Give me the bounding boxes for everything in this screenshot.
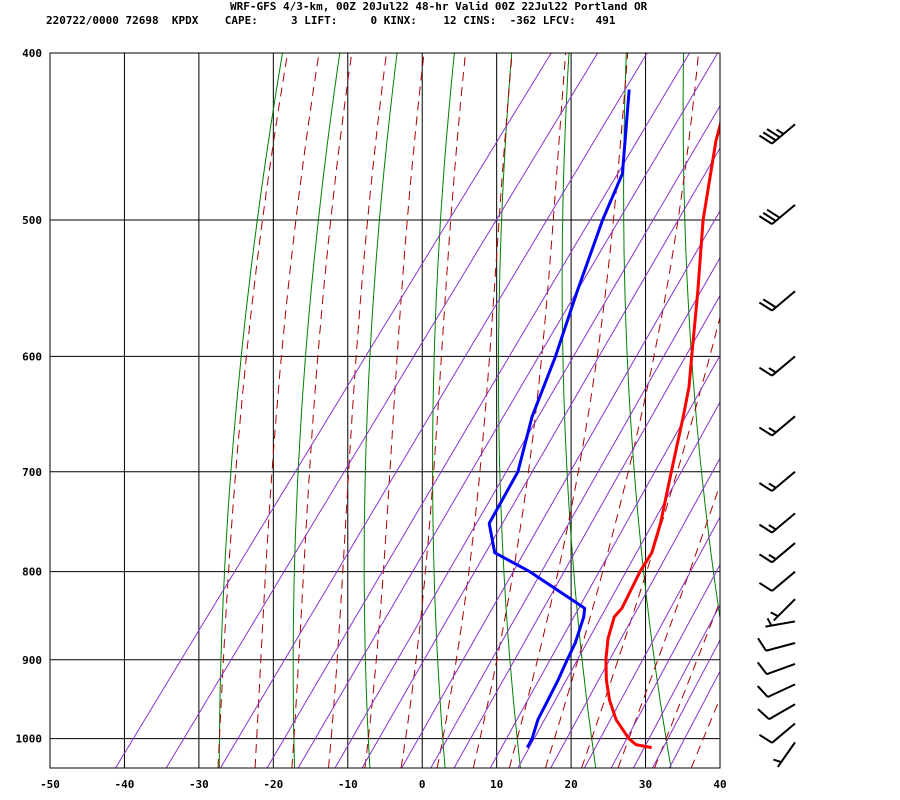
mixing-ratio-line [517, 401, 720, 768]
x-tick-label: 30 [639, 778, 652, 791]
temperature-profile [604, 119, 720, 750]
dry-adiabat [741, 53, 822, 768]
y-tick-label: 400 [22, 47, 42, 60]
mixing-ratio-line [453, 294, 720, 768]
wind-barb [758, 570, 796, 592]
moist-adiabat [217, 53, 289, 768]
dry-adiabat [856, 53, 900, 768]
x-tick-label: -20 [263, 778, 283, 791]
dry-adiabat [623, 53, 672, 768]
plot-frame [49, 52, 721, 769]
wind-barb [757, 637, 796, 652]
wind-barb [756, 661, 796, 676]
x-tick-label: -10 [338, 778, 358, 791]
moist-adiabat [508, 53, 629, 768]
y-tick-label: 800 [22, 566, 42, 579]
wind-barb [758, 542, 796, 564]
dry-adiabat [432, 53, 455, 768]
mixing-ratio-line [401, 209, 720, 768]
dry-adiabat [682, 53, 720, 622]
moist-adiabat [472, 53, 567, 768]
wind-barb [758, 722, 796, 744]
moist-adiabat [728, 53, 900, 768]
wind-barb [758, 415, 796, 437]
x-tick-label: -30 [189, 778, 209, 791]
dry-adiabat [498, 53, 521, 768]
mixing-ratio-line [489, 354, 720, 768]
axis-ticks: -50 -40 -30 -20 -10 0 10 20 30 40 400 500 600 700 800 9… [16, 47, 727, 791]
moist-adiabat [581, 315, 720, 768]
wind-barb [757, 703, 796, 721]
dry-adiabat [292, 53, 341, 768]
y-tick-label: 700 [22, 466, 42, 479]
x-tick-label: 40 [713, 778, 726, 791]
moist-adiabat [400, 53, 466, 768]
wind-barb [770, 598, 796, 622]
y-tick-label: 500 [22, 214, 42, 227]
mixing-ratio-line [220, 53, 648, 768]
wind-barb [756, 683, 796, 698]
mixing-ratio-line [652, 639, 720, 768]
moist-adiabat [436, 53, 513, 768]
wind-barb [758, 290, 796, 312]
dry-adiabat [218, 53, 283, 768]
sounding-indices: 220722/0000 72698 KPDX CAPE: 3 LIFT: 0 K… [46, 14, 616, 27]
mixing-ratio-line [266, 53, 690, 768]
background-lines [50, 53, 900, 768]
mixing-ratio-line [297, 53, 719, 768]
profiles [487, 89, 720, 750]
wind-barb [758, 470, 796, 492]
mixing-ratio-line [334, 104, 720, 768]
chart-title: WRF-GFS 4/3-km, 00Z 20Jul22 48-hr Valid … [230, 0, 648, 13]
wind-barb [758, 512, 796, 534]
mixing-ratio-line [430, 256, 720, 768]
y-tick-label: 1000 [16, 733, 43, 746]
moist-adiabat [364, 53, 425, 768]
wind-barb [758, 355, 796, 377]
wind-barb [773, 741, 796, 768]
moist-adiabat [254, 53, 320, 768]
mixing-ratio-line [610, 563, 720, 768]
y-tick-label: 900 [22, 654, 42, 667]
dewpoint-profile [487, 89, 631, 749]
moist-adiabat [654, 599, 720, 768]
wind-barb [758, 204, 796, 225]
moist-adiabat [328, 53, 387, 768]
moist-adiabat [617, 483, 720, 768]
mixing-ratio-line [165, 53, 599, 768]
wind-barbs [756, 123, 796, 768]
moist-adiabat [291, 53, 353, 768]
x-tick-label: 20 [564, 778, 577, 791]
x-tick-label: -50 [40, 778, 60, 791]
wind-barb [765, 617, 796, 628]
dry-adiabat [798, 53, 897, 768]
moist-adiabat [690, 697, 720, 768]
dry-adiabat [561, 53, 597, 768]
mixing-ratio-line [632, 604, 720, 768]
mixing-ratio-line [361, 147, 720, 768]
x-tick-label: -40 [115, 778, 135, 791]
x-tick-label: 10 [490, 778, 503, 791]
dry-adiabat [363, 53, 398, 768]
mixing-ratio-line [115, 53, 552, 768]
mixing-ratio-line [583, 516, 720, 768]
x-tick-label: 0 [419, 778, 426, 791]
moist-adiabat [544, 53, 700, 768]
y-tick-label: 600 [22, 350, 42, 363]
mixing-ratio-line [668, 670, 720, 768]
mixing-ratio-line [550, 457, 720, 768]
wind-barb [758, 123, 796, 145]
